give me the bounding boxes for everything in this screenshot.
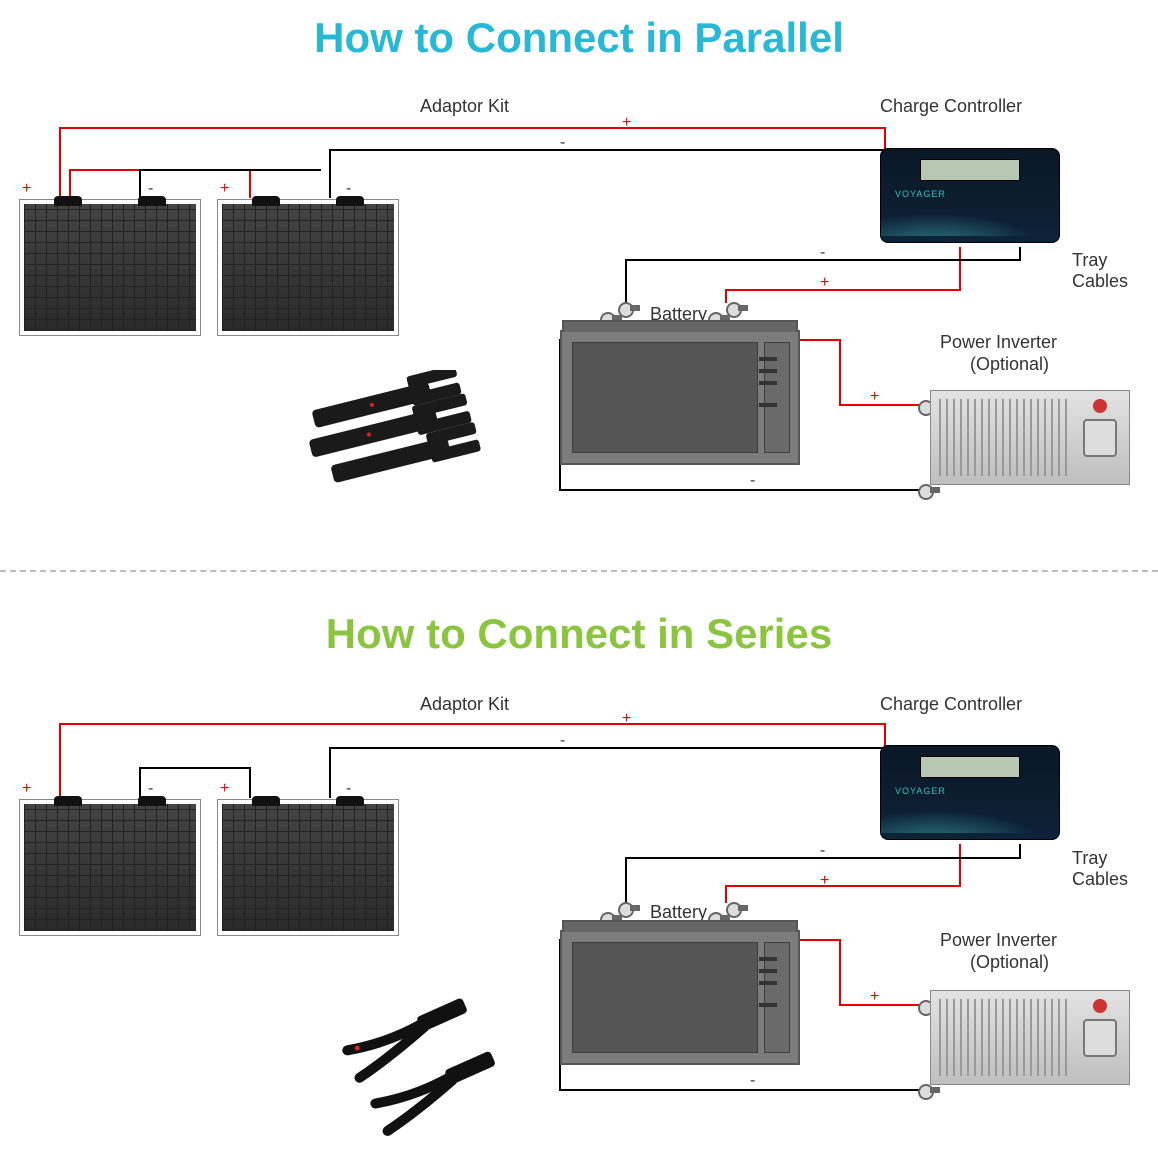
charge-controller-icon: VOYAGER bbox=[880, 148, 1060, 243]
solar-panel-icon bbox=[218, 800, 398, 935]
wire-red-jumper bbox=[70, 170, 250, 197]
charge-controller-icon: VOYAGER bbox=[880, 745, 1060, 840]
mc4-branch-connector-icon bbox=[300, 370, 500, 500]
ring-terminal-icon bbox=[726, 900, 748, 916]
solar-panel-icon bbox=[20, 800, 200, 935]
power-inverter-icon bbox=[930, 390, 1130, 485]
battery-icon bbox=[560, 930, 800, 1065]
ring-terminal-icon bbox=[618, 900, 640, 916]
solar-panel-icon bbox=[218, 200, 398, 335]
wire-black-jumper bbox=[140, 170, 320, 197]
wire-panel-link bbox=[140, 768, 250, 797]
mc4-y-connector-icon bbox=[340, 990, 510, 1140]
power-inverter-icon bbox=[930, 990, 1130, 1085]
ring-terminal-icon bbox=[618, 300, 640, 316]
battery-icon bbox=[560, 330, 800, 465]
solar-panel-icon bbox=[20, 200, 200, 335]
wire-tray-red bbox=[726, 248, 960, 302]
wire-tray-red bbox=[726, 845, 960, 902]
ring-terminal-icon bbox=[726, 300, 748, 316]
